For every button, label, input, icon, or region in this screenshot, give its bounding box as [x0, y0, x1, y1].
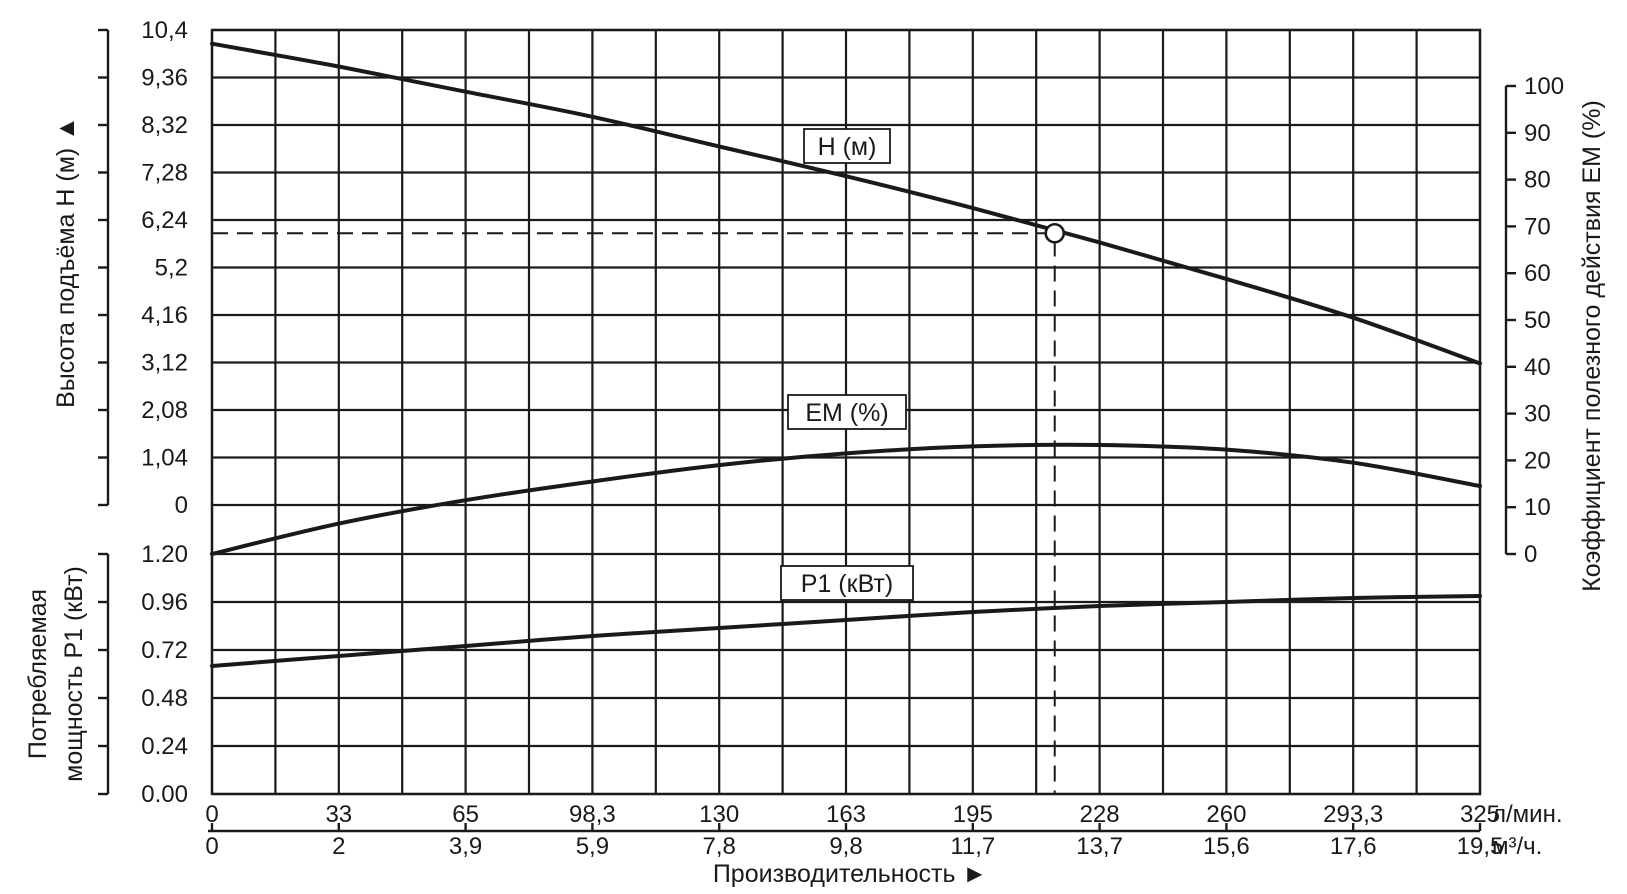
power-axis-title-line1: Потребляемая: [24, 589, 52, 759]
head-curve-label-box: [803, 128, 891, 164]
right-axis-tick-label: 30: [1524, 401, 1551, 428]
x-tick-label-secondary: 13,7: [1076, 833, 1123, 860]
x-tick-label-secondary: 9,8: [829, 833, 862, 860]
power-axis-title-line2: мощность P1 (кВт): [60, 566, 88, 782]
left-axis-tick-label: 0: [175, 492, 188, 519]
left-axis-tick-label: 10,4: [141, 17, 188, 44]
x-tick-label-secondary: 15,6: [1203, 833, 1250, 860]
left-axis-tick-label: 6,24: [141, 207, 188, 234]
efficiency-curve-label-box: [787, 394, 907, 430]
left-axis-bottom-tick-label: 0.72: [141, 637, 188, 664]
x-tick-label-secondary: 19,5: [1457, 833, 1504, 860]
power-curve-label: P1 (кВт): [801, 570, 893, 598]
power-curve-label-box: [780, 565, 914, 601]
left-axis-tick-label: 5,2: [155, 255, 188, 282]
x-tick-label-secondary: 17,6: [1330, 833, 1377, 860]
left-axis-tick-label: 2,08: [141, 397, 188, 424]
x-unit-secondary: м³/ч.: [1492, 833, 1542, 860]
power-curve: [210, 594, 1482, 668]
left-axis-tick-label: 9,36: [141, 65, 188, 92]
right-axis-title: Коэффициент полезного действия ЕМ (%): [1578, 100, 1606, 592]
right-axis-tick-label: 90: [1524, 120, 1551, 147]
x-tick-label-secondary: 11,7: [950, 833, 995, 860]
right-axis-tick-label: 20: [1524, 447, 1551, 474]
left-axis-title: Высота подъёма H (м) ▲: [52, 116, 80, 408]
left-axis-bottom-tick-label: 0.24: [141, 733, 188, 760]
x-tick-label-secondary: 7,8: [703, 833, 736, 860]
operating-point-guide: [212, 232, 1056, 794]
operating-point-marker: [1044, 222, 1066, 244]
left-axis-bottom-tick-label: 0.48: [141, 685, 188, 712]
efficiency-curve: [210, 442, 1482, 556]
x-tick-label-secondary: 5,9: [576, 833, 609, 860]
right-axis-tick-label: 0: [1524, 541, 1537, 568]
x-unit-primary: л/мин.: [1492, 801, 1563, 828]
right-axis-tick-label: 60: [1524, 260, 1551, 287]
left-axis-tick-label: 3,12: [141, 350, 188, 377]
left-axis-bottom-tick-label: 0.96: [141, 589, 188, 616]
left-axis-tick-label: 1,04: [141, 445, 188, 472]
x-tick-label-secondary: 0: [205, 833, 218, 860]
right-axis-tick-label: 70: [1524, 213, 1551, 240]
efficiency-curve-label: EM (%): [805, 399, 888, 427]
left-axis-tick-label: 7,28: [141, 160, 188, 187]
left-axis-tick-label: 8,32: [141, 112, 188, 139]
left-axis-bottom-tick-label: 1.20: [141, 541, 188, 568]
head-curve-label: H (м): [818, 133, 877, 161]
left-axis-tick-label: 4,16: [141, 302, 188, 329]
plot-frame: [210, 28, 1482, 796]
right-axis-tick-label: 100: [1524, 73, 1564, 100]
right-axis-tick-label: 40: [1524, 354, 1551, 381]
x-tick-label-primary: 0: [205, 801, 218, 828]
right-axis-tick-label: 10: [1524, 494, 1551, 521]
x-axis-title: Производительность ►: [713, 860, 987, 888]
x-tick-label-secondary: 3,9: [449, 833, 482, 860]
left-axis-bottom-tick-label: 0.00: [141, 781, 188, 808]
right-axis-tick-label: 80: [1524, 167, 1551, 194]
head-curve: [210, 41, 1482, 366]
right-axis-tick-label: 50: [1524, 307, 1551, 334]
x-tick-label-secondary: 2: [332, 833, 345, 860]
